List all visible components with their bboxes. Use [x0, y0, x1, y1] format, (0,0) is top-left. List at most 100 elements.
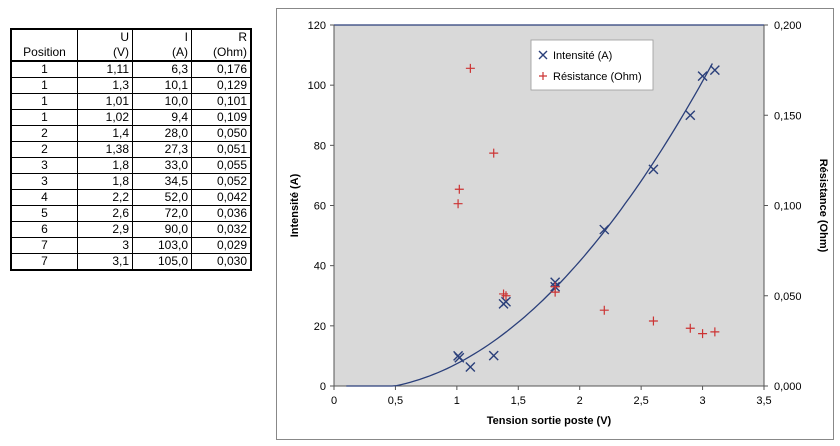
- y2-tick-label: 0,000: [774, 381, 802, 393]
- table-cell: 2,6: [77, 205, 133, 222]
- table-header-cell: (A): [132, 45, 192, 62]
- data-point-resistance: [599, 305, 609, 315]
- data-table: U I R Position (V) (A) (Ohm) 1 1,11 6,3 0,1…: [10, 28, 252, 271]
- table-cell: 3,1: [77, 253, 133, 271]
- table-row: 5 2,6 72,0 0,036: [10, 205, 252, 222]
- table-cell: 2,2: [77, 189, 133, 206]
- table-header-cell: R: [191, 28, 252, 45]
- data-point-intensite: [454, 352, 465, 363]
- table-cell: 1,38: [77, 141, 133, 158]
- table-header-cell: U: [77, 28, 133, 45]
- legend-marker-intensite: [538, 50, 548, 60]
- table-cell: 1,4: [77, 125, 133, 142]
- table-cell: 33,0: [132, 157, 192, 174]
- table-row: 1 1,02 9,4 0,109: [10, 109, 252, 126]
- table-cell: 1,02: [77, 109, 133, 126]
- data-point-intensite: [599, 224, 610, 235]
- data-point-intensite: [709, 65, 720, 76]
- x-tick-label: 1: [454, 395, 460, 407]
- y-axis-title: Intensité (A): [289, 173, 301, 237]
- table-cell: 103,0: [132, 237, 192, 254]
- data-point-resistance: [453, 199, 463, 209]
- data-point-intensite: [550, 277, 561, 288]
- table-cell: 6,3: [132, 60, 192, 78]
- table-cell: 4: [10, 189, 78, 206]
- table-cell: 3: [10, 157, 78, 174]
- y2-axis-title: Résistance (Ohm): [817, 159, 829, 253]
- table-cell: 10,1: [132, 77, 192, 94]
- table-cell: 0,029: [191, 237, 252, 254]
- data-point-intensite: [488, 350, 499, 361]
- table-cell: 3: [10, 173, 78, 190]
- data-point-resistance: [685, 323, 695, 333]
- table-cell: 2,9: [77, 221, 133, 238]
- table-cell: 1,3: [77, 77, 133, 94]
- table-cell: 0,030: [191, 253, 252, 271]
- x-tick-label: 2,5: [633, 395, 648, 407]
- table-cell: 28,0: [132, 125, 192, 142]
- y-tick-label: 120: [308, 20, 326, 32]
- table-body: 1 1,11 6,3 0,176 1 1,3 10,1 0,129 1 1,01 10,0 0,101…: [10, 60, 252, 271]
- table-cell: 0,052: [191, 173, 252, 190]
- table-cell: 0,101: [191, 93, 252, 110]
- table-cell: 105,0: [132, 253, 192, 271]
- table-header-cell: I: [132, 28, 192, 45]
- table-cell: 2: [10, 141, 78, 158]
- table-header-cell: (Ohm): [191, 45, 252, 62]
- x-tick-label: 0,5: [388, 395, 403, 407]
- table-header-row: Position (V) (A) (Ohm): [10, 45, 252, 62]
- data-point-resistance: [465, 63, 475, 73]
- table-cell: 34,5: [132, 173, 192, 190]
- data-point-intensite: [697, 71, 708, 82]
- table-cell: 7: [10, 237, 78, 254]
- table-row: 3 1,8 33,0 0,055: [10, 157, 252, 174]
- y-tick-label: 100: [308, 80, 326, 92]
- table-cell: 1: [10, 60, 78, 78]
- table-cell: 90,0: [132, 221, 192, 238]
- y2-tick-label: 0,150: [774, 110, 802, 122]
- table-header-row: U I R: [11, 28, 252, 45]
- data-point-resistance: [550, 287, 560, 297]
- table-cell: 1: [10, 109, 78, 126]
- table-cell: 6: [10, 221, 78, 238]
- y-tick-label: 80: [314, 140, 326, 152]
- table-cell: 0,042: [191, 189, 252, 206]
- data-point-resistance: [499, 289, 509, 299]
- data-point-intensite: [685, 110, 696, 121]
- table-cell: 1: [10, 77, 78, 94]
- y2-tick-label: 0,100: [774, 201, 802, 213]
- table-cell: 72,0: [132, 205, 192, 222]
- data-point-intensite: [465, 362, 476, 373]
- table-row: 6 2,9 90,0 0,032: [10, 221, 252, 238]
- table-header-cell: [11, 29, 78, 45]
- table-row: 1 1,11 6,3 0,176: [10, 60, 252, 78]
- table-cell: 9,4: [132, 109, 192, 126]
- trendline: [346, 63, 713, 387]
- table-cell: 7: [10, 253, 78, 271]
- data-point-resistance: [454, 184, 464, 194]
- table-row: 1 1,3 10,1 0,129: [10, 77, 252, 94]
- table-cell: 0,051: [191, 141, 252, 158]
- table-header-cell: (V): [77, 45, 133, 62]
- table-cell: 0,055: [191, 157, 252, 174]
- table-row: 7 3,1 105,0 0,030: [10, 253, 252, 271]
- table-header-cell: Position: [10, 45, 78, 62]
- table-row: 7 3 103,0 0,029: [10, 237, 252, 254]
- data-point-resistance: [698, 329, 708, 339]
- table-row: 3 1,8 34,5 0,052: [10, 173, 252, 190]
- table-cell: 5: [10, 205, 78, 222]
- legend-label: Intensité (A): [553, 50, 612, 62]
- y-tick-label: 20: [314, 321, 326, 333]
- table-cell: 3: [77, 237, 133, 254]
- table-cell: 0,109: [191, 109, 252, 126]
- x-tick-label: 3: [700, 395, 706, 407]
- x-axis-title: Tension sortie poste (V): [487, 415, 612, 427]
- table-cell: 10,0: [132, 93, 192, 110]
- x-tick-label: 2: [577, 395, 583, 407]
- table-cell: 1,8: [77, 173, 133, 190]
- chart: 0 0,5 1 1,5 2 2,5 3 3,5 0 20 40 60 80 100 120 0,000 0,05…: [276, 8, 834, 440]
- y2-tick-label: 0,200: [774, 20, 802, 32]
- y-tick-label: 0: [320, 381, 326, 393]
- table-cell: 0,176: [191, 60, 252, 78]
- table-cell: 0,032: [191, 221, 252, 238]
